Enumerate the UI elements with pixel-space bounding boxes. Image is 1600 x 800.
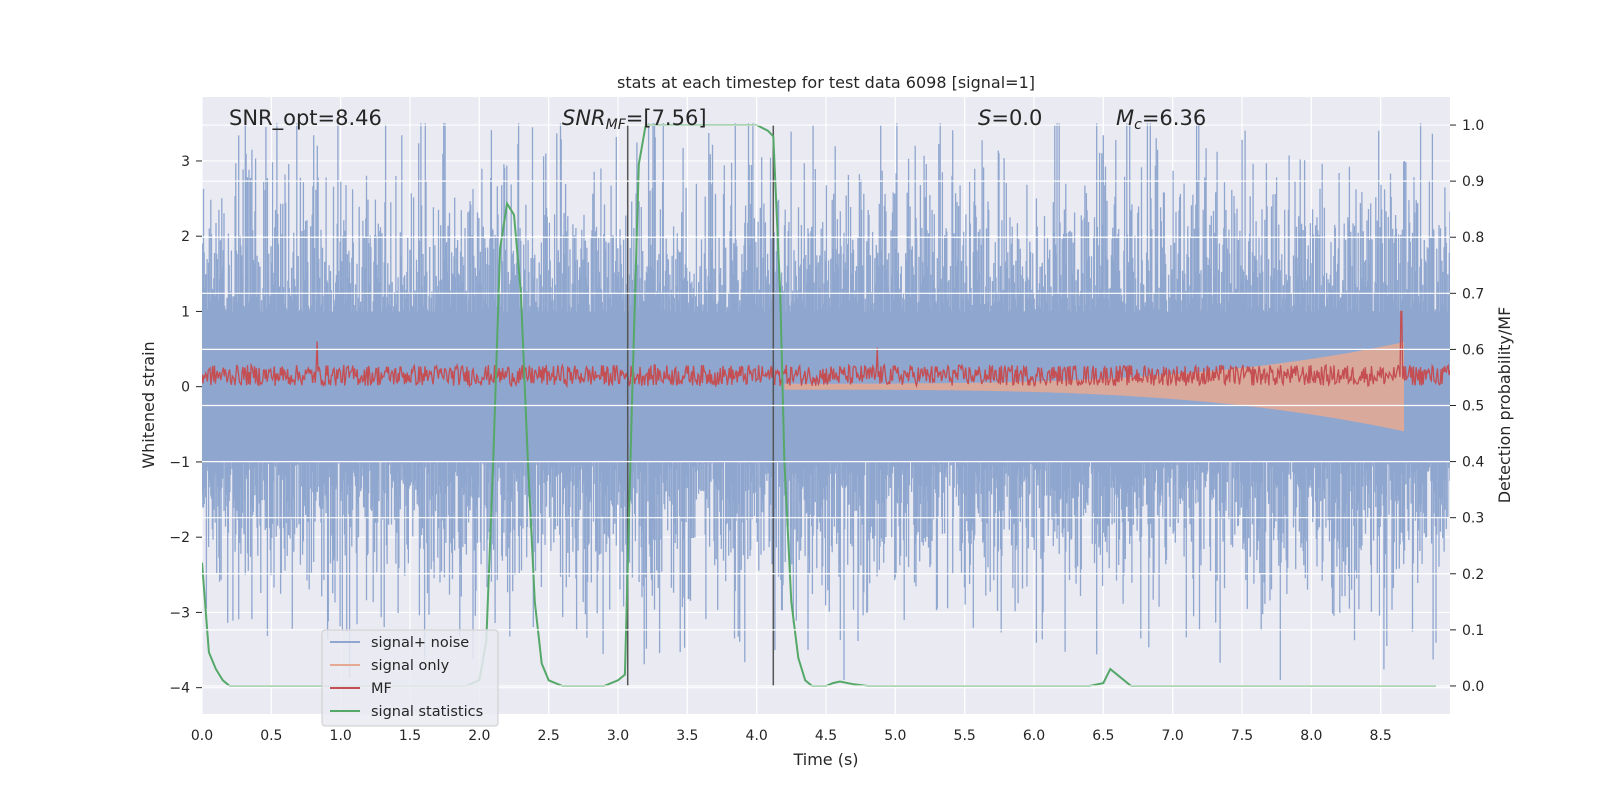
y-right-tick-label: 0.4 bbox=[1462, 455, 1484, 471]
y-right-tick-label: 0.6 bbox=[1462, 342, 1484, 358]
y-right-tick-label: 0.3 bbox=[1462, 511, 1484, 527]
x-tick-label: 2.5 bbox=[538, 728, 560, 744]
series-mf bbox=[202, 310, 1450, 389]
x-tick-label: 4.5 bbox=[815, 728, 837, 744]
legend-label-signal-plus-noise: signal+ noise bbox=[371, 635, 469, 651]
annotation-snr-mf: SNRMF=[7.56] bbox=[562, 106, 707, 133]
y-tick-label: −3 bbox=[169, 605, 190, 621]
y-tick-label: 0 bbox=[181, 380, 190, 396]
x-tick-label: 2.0 bbox=[468, 728, 490, 744]
x-tick-label: 5.0 bbox=[884, 728, 906, 744]
x-tick-label: 6.5 bbox=[1092, 728, 1114, 744]
x-tick-label: 5.5 bbox=[954, 728, 976, 744]
y-right-tick-label: 0.0 bbox=[1462, 679, 1484, 695]
annotation-mc: Mc=6.36 bbox=[1116, 106, 1206, 133]
annotation-mc-sub: c bbox=[1134, 117, 1142, 133]
annotation-mc-value: =6.36 bbox=[1142, 106, 1206, 130]
annotation-snr-mf-sub: MF bbox=[606, 117, 627, 133]
chart-title: stats at each timestep for test data 609… bbox=[617, 73, 1035, 92]
annotation-s-value: =0.0 bbox=[991, 106, 1042, 130]
legend-label-signal-only: signal only bbox=[371, 658, 450, 674]
y-right-tick-label: 0.5 bbox=[1462, 399, 1484, 415]
y-tick-label: 2 bbox=[181, 229, 190, 245]
annotation-s-main: S bbox=[978, 106, 991, 130]
legend-box bbox=[321, 629, 499, 727]
x-tick-label: 4.0 bbox=[746, 728, 768, 744]
y-axis-label: Whitened strain bbox=[139, 341, 158, 468]
y-right-tick-label: 0.7 bbox=[1462, 286, 1484, 302]
annotation-s: S=0.0 bbox=[978, 106, 1042, 130]
annotation-snr-opt: SNR_opt=8.46 bbox=[229, 106, 382, 131]
x-tick-label: 7.0 bbox=[1162, 728, 1184, 744]
x-tick-label: 1.0 bbox=[330, 728, 352, 744]
x-tick-label: 6.0 bbox=[1023, 728, 1045, 744]
y-right-tick-label: 0.2 bbox=[1462, 567, 1484, 583]
x-axis-ticks: 0.0 0.5 1.0 1.5 2.0 2.5 3.0 3.5 4.0 4.5 5.0 5.5 6.0 6… bbox=[191, 728, 1392, 744]
legend-label-signal-statistics: signal statistics bbox=[371, 704, 483, 720]
x-tick-label: 3.0 bbox=[607, 728, 629, 744]
y-tick-label: 1 bbox=[181, 304, 190, 320]
annotation-snr-mf-value: =[7.56] bbox=[626, 106, 707, 130]
annotation-snr-mf-main: SNR bbox=[562, 106, 606, 130]
annotation-mc-main: M bbox=[1116, 106, 1134, 130]
y-tick-label: −1 bbox=[169, 455, 190, 471]
legend: signal+ noise signal only MF signal stat… bbox=[321, 629, 499, 727]
grid-overlay bbox=[202, 124, 1450, 687]
y-tick-label: 3 bbox=[181, 154, 190, 170]
y-right-tick-label: 0.9 bbox=[1462, 174, 1484, 190]
legend-label-mf: MF bbox=[371, 681, 392, 697]
x-tick-label: 7.5 bbox=[1231, 728, 1253, 744]
x-tick-label: 0.5 bbox=[260, 728, 282, 744]
series-mf-line bbox=[202, 310, 1450, 389]
series-signal-only-envelope bbox=[784, 342, 1403, 432]
x-tick-label: 1.5 bbox=[399, 728, 421, 744]
y-right-tick-label: 1.0 bbox=[1462, 118, 1484, 134]
y-right-tick-label: 0.8 bbox=[1462, 230, 1484, 246]
x-tick-label: 0.0 bbox=[191, 728, 213, 744]
x-tick-label: 8.5 bbox=[1370, 728, 1392, 744]
y-axis-ticks: 3 2 1 0 −1 −2 −3 −4 bbox=[169, 154, 202, 697]
x-axis-label: Time (s) bbox=[792, 750, 858, 769]
y-tick-label: −4 bbox=[169, 681, 190, 697]
y-right-axis-label: Detection probability/MF bbox=[1495, 307, 1514, 504]
y-tick-label: −2 bbox=[169, 530, 190, 546]
x-tick-label: 8.0 bbox=[1300, 728, 1322, 744]
x-tick-label: 3.5 bbox=[676, 728, 698, 744]
y-right-tick-label: 0.1 bbox=[1462, 623, 1484, 639]
y-right-axis-ticks: 1.0 0.9 0.8 0.7 0.6 0.5 0.4 0.3 0.2 0.1 0.0 bbox=[1450, 118, 1484, 695]
